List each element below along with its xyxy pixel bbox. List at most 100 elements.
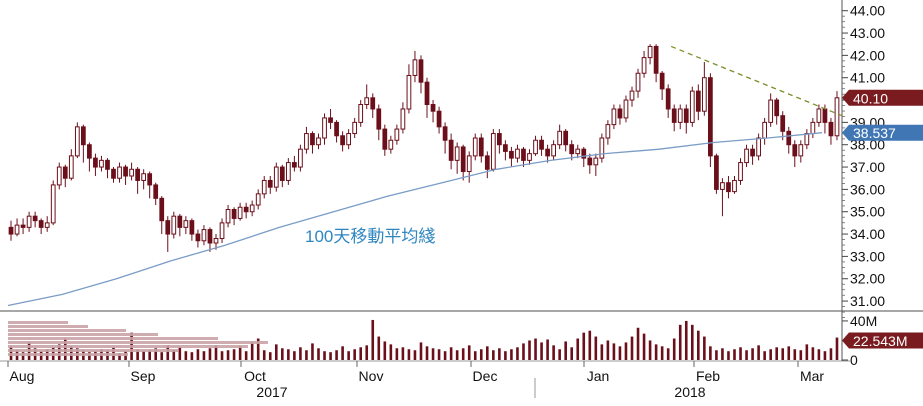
volume-bar bbox=[184, 351, 188, 360]
volume-bar bbox=[805, 344, 809, 360]
candle-body bbox=[677, 108, 683, 123]
candle-body bbox=[364, 97, 370, 106]
candle-body bbox=[111, 168, 116, 179]
volume-bar bbox=[612, 343, 616, 360]
candle-body bbox=[629, 90, 635, 101]
volume-bar bbox=[793, 349, 797, 360]
candle-body bbox=[804, 133, 810, 146]
candle-body bbox=[726, 182, 731, 193]
volume-profile-bar bbox=[8, 321, 68, 324]
candle-body bbox=[382, 128, 388, 150]
volume-layer bbox=[8, 319, 839, 360]
volume-bar bbox=[268, 352, 272, 360]
candle-body bbox=[93, 157, 98, 168]
volume-bar bbox=[624, 342, 628, 360]
candle-body bbox=[141, 173, 147, 181]
volume-bar bbox=[473, 351, 477, 360]
candle-body bbox=[551, 144, 556, 157]
volume-bar bbox=[329, 352, 332, 360]
candle-body bbox=[683, 108, 689, 123]
volume-bar bbox=[154, 348, 158, 360]
volume-bar bbox=[528, 340, 531, 360]
candle-body bbox=[279, 166, 285, 181]
volume-bar bbox=[196, 349, 200, 360]
candle-body bbox=[563, 130, 569, 146]
candle-body bbox=[20, 224, 26, 228]
candle-body bbox=[8, 226, 14, 235]
candle-body bbox=[545, 148, 550, 157]
candle-body bbox=[665, 88, 671, 110]
candle-body bbox=[201, 229, 207, 242]
volume-bar bbox=[600, 344, 604, 360]
volume-bar bbox=[594, 336, 598, 360]
price-tick-label: 33.00 bbox=[850, 248, 885, 264]
volume-bar bbox=[552, 345, 555, 360]
candle-body bbox=[316, 137, 321, 146]
candle-body bbox=[454, 146, 460, 161]
candle-body bbox=[358, 104, 364, 123]
volume-bar bbox=[775, 347, 778, 360]
volume-bar bbox=[148, 350, 151, 360]
candle-body bbox=[653, 45, 659, 74]
candle-body bbox=[708, 77, 713, 157]
volume-bar bbox=[136, 349, 139, 360]
volume-bar bbox=[787, 346, 791, 360]
volume-bar bbox=[250, 342, 254, 360]
volume-bar bbox=[395, 348, 399, 360]
candle-body bbox=[569, 144, 575, 155]
trendline bbox=[670, 45, 843, 117]
volume-bar bbox=[618, 346, 622, 360]
price-tick-label: 36.00 bbox=[850, 181, 885, 197]
volume-bar bbox=[672, 338, 676, 360]
candle-body bbox=[261, 179, 267, 195]
candle-body bbox=[322, 117, 327, 139]
year-label: 2017 bbox=[256, 384, 287, 400]
volume-bar bbox=[648, 340, 652, 360]
candle-body bbox=[641, 57, 647, 74]
candle-body bbox=[436, 110, 442, 128]
volume-bar bbox=[281, 348, 284, 360]
volume-bar bbox=[703, 336, 706, 360]
volume-profile-bar bbox=[8, 333, 158, 336]
candle-body bbox=[533, 139, 538, 155]
candle-body bbox=[177, 215, 183, 228]
volume-bar bbox=[238, 346, 242, 360]
volume-bar bbox=[769, 349, 772, 360]
volume-bar bbox=[274, 344, 278, 360]
volume-bar bbox=[262, 350, 266, 360]
candle-body bbox=[87, 144, 92, 159]
axis-layer: 44.0043.0042.0041.0040.0039.0038.0037.00… bbox=[7, 3, 923, 400]
candle-body bbox=[816, 108, 822, 123]
candle-body bbox=[123, 166, 128, 177]
month-label: Aug bbox=[10, 368, 35, 384]
price-tick-label: 43.00 bbox=[850, 25, 885, 41]
candle-body bbox=[786, 130, 792, 146]
volume-profile-bar bbox=[8, 337, 218, 340]
volume-bar bbox=[504, 351, 507, 360]
volume-bar bbox=[534, 338, 537, 360]
volume-bar bbox=[172, 350, 176, 360]
volume-bar bbox=[142, 351, 145, 360]
ma-annotation: 100天移動平均綫 bbox=[305, 227, 435, 246]
volume-bar bbox=[498, 348, 501, 360]
candle-body bbox=[249, 204, 255, 213]
volume-bar bbox=[570, 347, 574, 360]
month-label: Dec bbox=[473, 368, 498, 384]
month-label: Oct bbox=[244, 368, 266, 384]
volume-bar bbox=[576, 338, 580, 360]
candle-body bbox=[701, 77, 707, 112]
price-tick-label: 35.00 bbox=[850, 204, 885, 220]
candle-body bbox=[105, 159, 110, 170]
last-price-badge-text: 40.10 bbox=[853, 90, 888, 106]
volume-bar bbox=[256, 338, 260, 360]
volume-bar bbox=[467, 345, 471, 360]
candle-body bbox=[80, 126, 86, 146]
volume-bar bbox=[431, 348, 435, 360]
candle-body bbox=[400, 108, 406, 130]
volume-bar bbox=[751, 348, 754, 360]
volume-bar bbox=[323, 351, 326, 360]
candle-body bbox=[732, 179, 737, 193]
month-label: Nov bbox=[359, 368, 384, 384]
candle-body bbox=[472, 137, 478, 157]
candle-body bbox=[243, 206, 249, 213]
